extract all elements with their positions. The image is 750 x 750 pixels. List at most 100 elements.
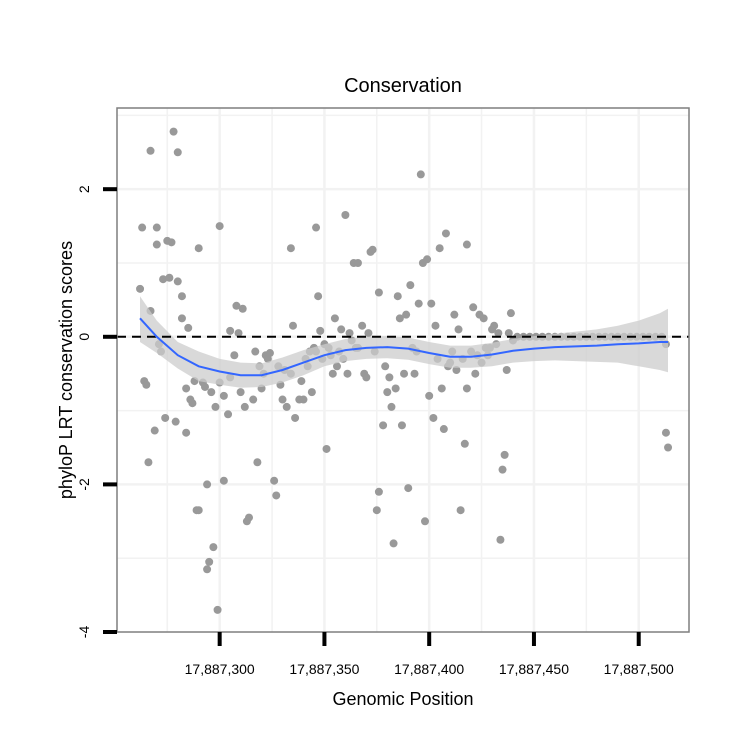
data-point <box>224 410 233 419</box>
x-axis-label: Genomic Position <box>332 689 473 709</box>
data-point <box>423 255 432 264</box>
data-point <box>238 304 247 313</box>
y-tick-label: -2 <box>76 478 92 491</box>
data-point <box>358 321 367 330</box>
data-point <box>165 273 174 282</box>
data-point <box>364 329 373 338</box>
data-point <box>374 487 383 496</box>
data-point <box>353 258 362 267</box>
y-axis-label: phyloP LRT conservation scores <box>56 241 76 499</box>
data-point <box>372 506 381 515</box>
data-point <box>211 402 220 411</box>
data-point <box>439 425 448 434</box>
data-point <box>203 565 212 574</box>
data-point <box>387 402 396 411</box>
data-point <box>328 369 337 378</box>
data-point <box>152 240 161 249</box>
data-point <box>462 384 471 393</box>
data-point <box>504 329 513 338</box>
x-tick-label: 17,887,400 <box>394 661 464 677</box>
data-point <box>479 314 488 323</box>
data-point <box>203 480 212 489</box>
data-point <box>395 314 404 323</box>
data-point <box>425 391 434 400</box>
data-point <box>236 388 245 397</box>
data-point <box>173 148 182 157</box>
data-point <box>368 245 377 254</box>
data-point <box>286 244 295 253</box>
data-point <box>232 301 241 310</box>
data-point <box>381 362 390 371</box>
data-point <box>322 444 331 453</box>
data-point <box>272 491 281 500</box>
data-point <box>400 369 409 378</box>
data-point <box>219 476 228 485</box>
data-point <box>297 377 306 386</box>
data-point <box>460 439 469 448</box>
x-tick-label: 17,887,450 <box>499 661 569 677</box>
chart-title: Conservation <box>344 75 462 97</box>
data-point <box>184 323 193 332</box>
data-point <box>391 384 400 393</box>
data-point <box>173 277 182 286</box>
data-point <box>219 391 228 400</box>
data-point <box>177 314 186 323</box>
data-point <box>146 146 155 155</box>
data-point <box>307 388 316 397</box>
data-point <box>188 399 197 408</box>
data-point <box>215 222 224 231</box>
data-point <box>456 506 465 515</box>
x-tick-label: 17,887,500 <box>604 661 674 677</box>
data-point <box>171 417 180 426</box>
data-point <box>494 329 503 338</box>
y-tick-label: 2 <box>76 185 92 193</box>
data-point <box>435 244 444 253</box>
data-point <box>462 240 471 249</box>
panel-border <box>116 107 690 633</box>
data-point <box>167 238 176 247</box>
data-point <box>159 275 168 284</box>
data-point <box>406 281 415 290</box>
data-point <box>450 310 459 319</box>
data-point <box>421 517 429 526</box>
x-tick-label: 17,887,350 <box>289 661 359 677</box>
data-point <box>431 321 440 330</box>
data-point <box>299 395 308 404</box>
x-axis: 17,887,300 17,887,350 17,887,400 17,887,450… <box>185 632 674 677</box>
data-point <box>374 288 383 297</box>
data-point <box>427 299 436 308</box>
data-point <box>498 465 507 474</box>
data-point <box>341 211 350 220</box>
data-point <box>278 395 287 404</box>
data-point <box>410 369 419 378</box>
data-point <box>471 369 480 378</box>
data-point <box>452 366 461 374</box>
plot-panel <box>116 107 690 633</box>
data-point <box>142 380 151 389</box>
data-point <box>251 347 260 356</box>
data-point <box>379 421 388 430</box>
data-point <box>337 325 346 334</box>
data-point <box>194 244 203 253</box>
data-point <box>496 535 505 544</box>
data-point <box>506 309 515 318</box>
data-point <box>249 395 258 404</box>
x-tick-label: 17,887,300 <box>185 661 255 677</box>
data-point <box>330 314 339 323</box>
data-point <box>502 366 511 374</box>
data-point <box>333 362 341 371</box>
data-point <box>161 413 170 422</box>
data-point <box>138 223 147 232</box>
data-point <box>253 458 262 467</box>
data-point <box>316 326 325 335</box>
y-tick-label: 0 <box>76 333 92 341</box>
data-point <box>404 484 413 493</box>
data-point <box>182 384 191 393</box>
data-point <box>136 284 145 293</box>
data-point <box>429 413 438 422</box>
data-point <box>226 326 235 335</box>
data-point <box>441 229 450 238</box>
data-point <box>661 428 670 437</box>
data-point <box>230 351 239 360</box>
